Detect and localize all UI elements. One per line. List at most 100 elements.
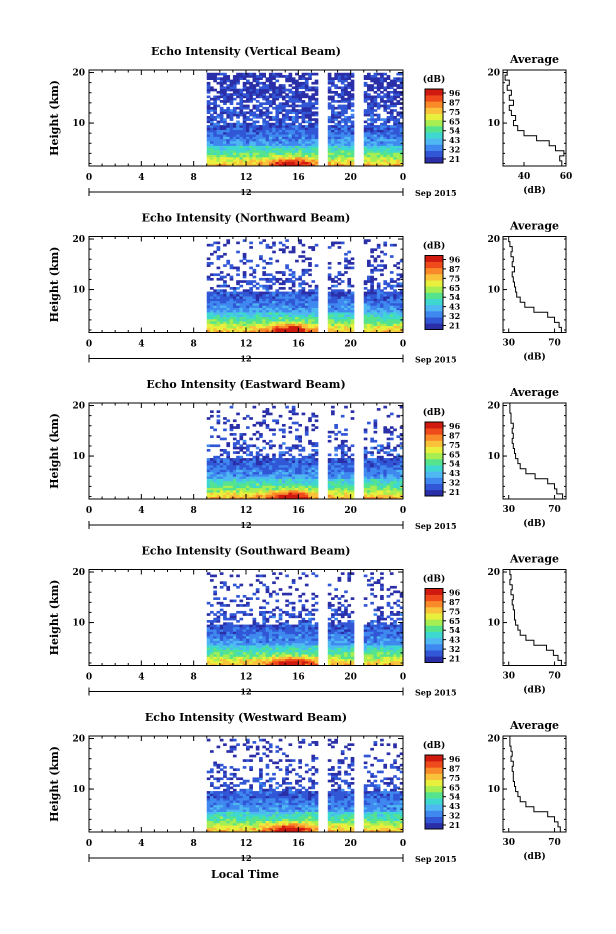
heatmap-cell	[236, 321, 240, 324]
heatmap-cell	[249, 472, 253, 475]
heatmap-cell	[295, 105, 299, 108]
heatmap-cell	[292, 289, 296, 292]
heatmap-cell	[220, 276, 224, 279]
heatmap-cell	[262, 301, 266, 304]
heatmap-cell	[226, 483, 230, 486]
heatmap-cell	[236, 312, 240, 315]
heatmap-cell	[338, 107, 342, 110]
heatmap-cell	[338, 474, 342, 477]
heatmap-cell	[390, 143, 394, 146]
heatmap-cell	[285, 483, 289, 486]
heatmap-cell	[364, 159, 368, 162]
heatmap-cell	[226, 444, 230, 447]
heatmap-cell	[249, 84, 253, 87]
heatmap-cell	[315, 294, 319, 297]
heatmap-cell	[269, 483, 273, 486]
heatmap-cell	[315, 150, 319, 153]
heatmap-cell	[217, 136, 221, 139]
heatmap-cell	[347, 476, 351, 479]
heatmap-cell	[285, 303, 289, 306]
heatmap-cell	[305, 141, 309, 144]
heatmap-cell	[210, 575, 214, 578]
colorbar-swatch	[425, 132, 443, 138]
heatmap-cell	[364, 139, 368, 142]
heatmap-cell	[311, 476, 315, 479]
heatmap-cell	[233, 328, 237, 331]
heatmap-cell	[239, 492, 243, 495]
heatmap-cell	[396, 314, 400, 317]
heatmap-cell	[279, 305, 283, 308]
heatmap-cell	[338, 490, 342, 493]
heatmap-cell	[269, 285, 273, 288]
heatmap-cell	[334, 123, 338, 126]
heatmap-cell	[282, 248, 286, 251]
heatmap-cell	[302, 86, 306, 89]
heatmap-cell	[226, 488, 230, 491]
heatmap-cell	[275, 303, 279, 306]
heatmap-cell	[233, 109, 237, 112]
heatmap-cell	[292, 494, 296, 497]
heatmap-cell	[374, 127, 378, 130]
heatmap-cell	[243, 118, 247, 121]
heatmap-cell	[256, 292, 260, 295]
heatmap-cell	[396, 444, 400, 447]
heatmap-cell	[210, 488, 214, 491]
y-tick-label: 20	[72, 69, 85, 79]
heatmap-cell	[259, 488, 263, 491]
x-tick-label: 20	[344, 340, 357, 350]
heatmap-cell	[341, 136, 345, 139]
heatmap-cell	[239, 465, 243, 468]
heatmap-cell	[236, 148, 240, 151]
heatmap-cell	[370, 271, 374, 274]
heatmap-cell	[328, 155, 332, 158]
heatmap-cell	[220, 96, 224, 99]
heatmap-cell	[305, 319, 309, 322]
heatmap-cell	[220, 458, 224, 461]
heatmap-cell	[393, 490, 397, 493]
heatmap-cell	[331, 483, 335, 486]
heatmap-cell	[210, 146, 214, 149]
heatmap-cell	[236, 298, 240, 301]
heatmap-cell	[344, 310, 348, 313]
heatmap-cell	[377, 314, 381, 317]
heatmap-cell	[262, 465, 266, 468]
average-y-tick-label: 10	[487, 286, 500, 296]
heatmap-cell	[249, 488, 253, 491]
x-tick-label: 4	[138, 506, 144, 516]
heatmap-cell	[239, 146, 243, 149]
heatmap-cell	[246, 298, 250, 301]
heatmap-cell	[279, 481, 283, 484]
heatmap-cell	[220, 134, 224, 137]
heatmap-cell	[223, 100, 227, 103]
heatmap-cell	[282, 323, 286, 326]
heatmap-cell	[259, 474, 263, 477]
heatmap-cell	[230, 267, 234, 270]
heatmap-cell	[374, 292, 378, 295]
heatmap-cell	[289, 328, 293, 331]
heatmap-cell	[269, 447, 273, 450]
y-axis-label: Height (km)	[48, 247, 61, 323]
heatmap-cell	[377, 451, 381, 454]
heatmap-cell	[259, 296, 263, 299]
heatmap-cell	[302, 317, 306, 320]
heatmap-cell	[383, 141, 387, 144]
heatmap-cell	[364, 494, 368, 497]
heatmap-cell	[374, 125, 378, 128]
heatmap-cell	[269, 474, 273, 477]
heatmap-cell	[344, 121, 348, 124]
heatmap-cell	[292, 248, 296, 251]
heatmap-cell	[298, 490, 302, 493]
heatmap-cell	[217, 460, 221, 463]
heatmap-cell	[341, 289, 345, 292]
heatmap-cell	[331, 292, 335, 295]
heatmap-cell	[256, 282, 260, 285]
heatmap-cell	[295, 96, 299, 99]
heatmap-cell	[390, 319, 394, 322]
heatmap-cell	[396, 490, 400, 493]
heatmap-cell	[253, 476, 257, 479]
heatmap-cell	[393, 479, 397, 482]
heatmap-cell	[380, 130, 384, 133]
heatmap-cell	[285, 294, 289, 297]
heatmap-cell	[315, 292, 319, 295]
heatmap-cell	[341, 298, 345, 301]
